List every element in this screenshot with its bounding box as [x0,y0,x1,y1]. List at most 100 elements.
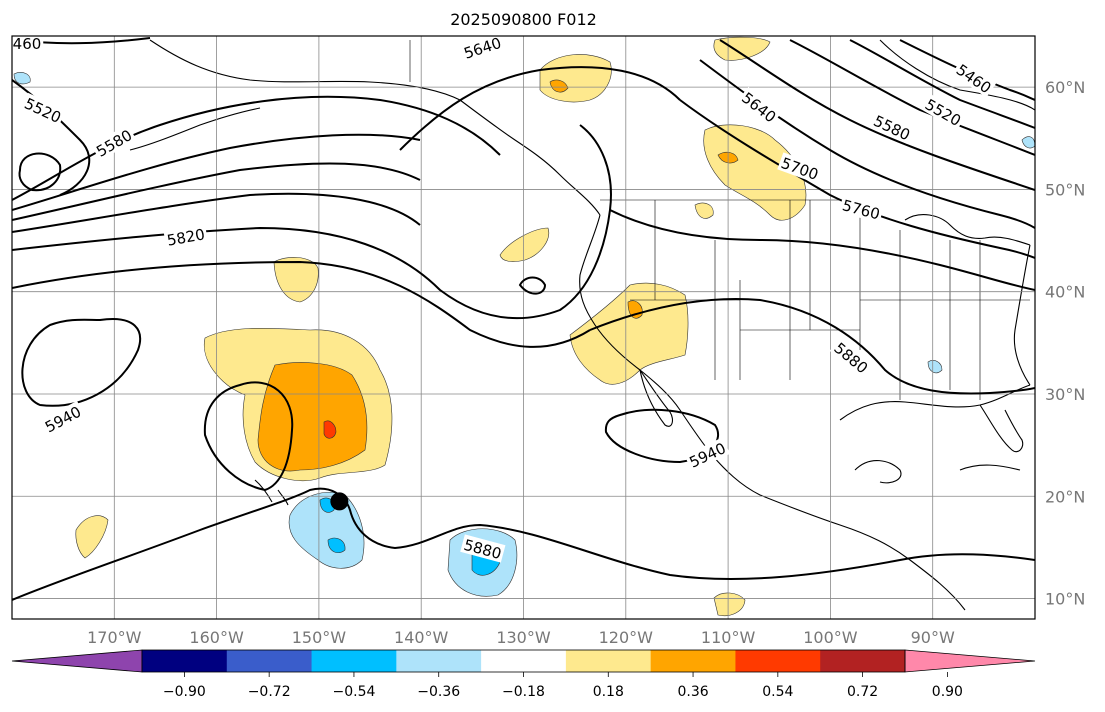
axis-ticks: 170°W 160°W 150°W 140°W 130°W 120°W 110°W 100°W… [87,78,1085,647]
coastline-greatlakes [904,214,1031,246]
contour-5880-west [12,260,591,348]
coastline-east-us [1013,244,1031,386]
contour-5940-hawaii [203,381,294,492]
colorbar-tick-label: −0.18 [502,684,545,700]
coastline-cuba [959,464,1021,471]
colorbar-segment [142,650,228,672]
lat-tick-label: 40°N [1045,283,1085,302]
lat-tick-label: 20°N [1045,487,1085,506]
colorbar-segment [650,650,736,672]
coastline-yucatan [854,460,902,484]
state-borders [409,40,1030,400]
lon-tick-label: 90°W [911,628,955,647]
contour-label-bg [460,534,506,563]
contour-label-group: 5460 [3,35,44,53]
shade-hawaii-orange [257,362,368,472]
coastline-hudson [879,39,1035,111]
lon-tick-label: 130°W [496,628,551,647]
contour-labels: 5460 564055205580582059405940588056405700… [3,35,997,563]
colorbar-segment [396,650,482,672]
contour-5640 [12,133,421,211]
colorbar-segment [311,650,397,672]
colorbar-segment [735,650,821,672]
colorbar-extend-high [904,649,1036,673]
contour-label-bg [951,58,997,98]
coastline-alaska [149,39,601,216]
contour-label-bg [838,194,884,224]
contour-5520-east [849,39,1035,129]
coastline-aleutians [129,107,261,151]
lon-tick-label: 170°W [87,628,142,647]
contour-5940-west [21,318,142,407]
map-frame [11,35,1036,620]
shade-pnw [499,227,550,262]
colorbar-tick-label: 0.36 [677,684,708,700]
lat-tick-label: 10°N [1045,590,1085,609]
contour-label-group: 5820 [163,223,208,250]
colorbar-tick-label: 0.90 [932,684,963,700]
colorbar: −0.90 −0.72 −0.54 −0.36 −0.18 0.18 0.36 0.54 0.7… [11,649,1036,700]
lat-tick-label: 30°N [1045,385,1085,404]
contour-label-bg [829,337,874,378]
shade-hawaii-red [323,420,337,439]
contour-5940-mex [604,408,720,464]
contour-label-bg [777,152,823,184]
lon-tick-label: 150°W [292,628,347,647]
shade-neg-1-core-b [327,537,346,553]
lon-tick-label: 120°W [599,628,654,647]
lat-tick-label: 60°N [1045,78,1085,97]
shade-neg-nw [13,72,31,85]
contour-5880-east [589,298,1035,395]
storm-center-marker [330,492,349,511]
shade-far-west [75,515,109,559]
contour-low-circle [18,152,62,192]
contour-label-bg [12,36,44,53]
contour-5880-south [12,487,1035,601]
lon-tick-label: 160°W [189,628,244,647]
colorbar-tick-label: 0.54 [762,684,793,700]
contour-5460-east [899,39,1035,101]
colorbar-segment [226,650,313,672]
shade-neg-ne [1021,136,1035,149]
gridlines [12,36,1035,619]
contour-5760 [12,192,421,233]
coastline-gulf [839,384,1031,421]
contour-label: 5460 [3,35,41,53]
lon-tick-label: 110°W [701,628,756,647]
contour-label-bg [869,110,916,145]
colorbar-tick-label: −0.54 [332,684,375,700]
contour-label-bg [20,92,66,127]
colorbar-tick-label: −0.72 [248,684,291,700]
colorbar-tick-label: 0.72 [847,684,878,700]
shade-bc-orange [549,79,569,93]
colorbar-tick-label: −0.36 [417,684,460,700]
contour-cutoff-small [518,276,547,295]
contour-label-bg [459,36,506,63]
colorbar-segment [565,650,652,672]
contour-5640-east [719,39,1035,191]
contour-5700 [12,162,421,221]
shade-small-1 [273,257,319,303]
contour-label-bg [91,124,137,161]
contour-5820-east [609,209,1035,291]
contour-label-bg [684,437,731,472]
colorbar-tick-label: 0.18 [593,684,624,700]
colorbar-extend-low [11,649,143,673]
contour-ridge [399,66,681,151]
contour-label-bg [39,400,86,437]
contour-label-bg [737,86,782,127]
coastline-west-us [579,214,966,611]
lon-tick-label: 140°W [394,628,449,647]
coastlines [129,39,1035,611]
contour-5580-east [789,39,1035,156]
shade-neg-gulf [927,360,943,374]
shade-ut [694,202,714,219]
contour-label-bg [163,223,208,250]
map-panel: 5460 564055205580582059405940588056405700… [3,35,1035,619]
contour-label-bg [920,93,967,131]
lat-tick-label: 50°N [1045,180,1085,199]
lon-tick-label: 100°W [803,628,858,647]
coastline-florida [979,404,1024,453]
figure-title: 2025090800 F012 [450,10,597,29]
